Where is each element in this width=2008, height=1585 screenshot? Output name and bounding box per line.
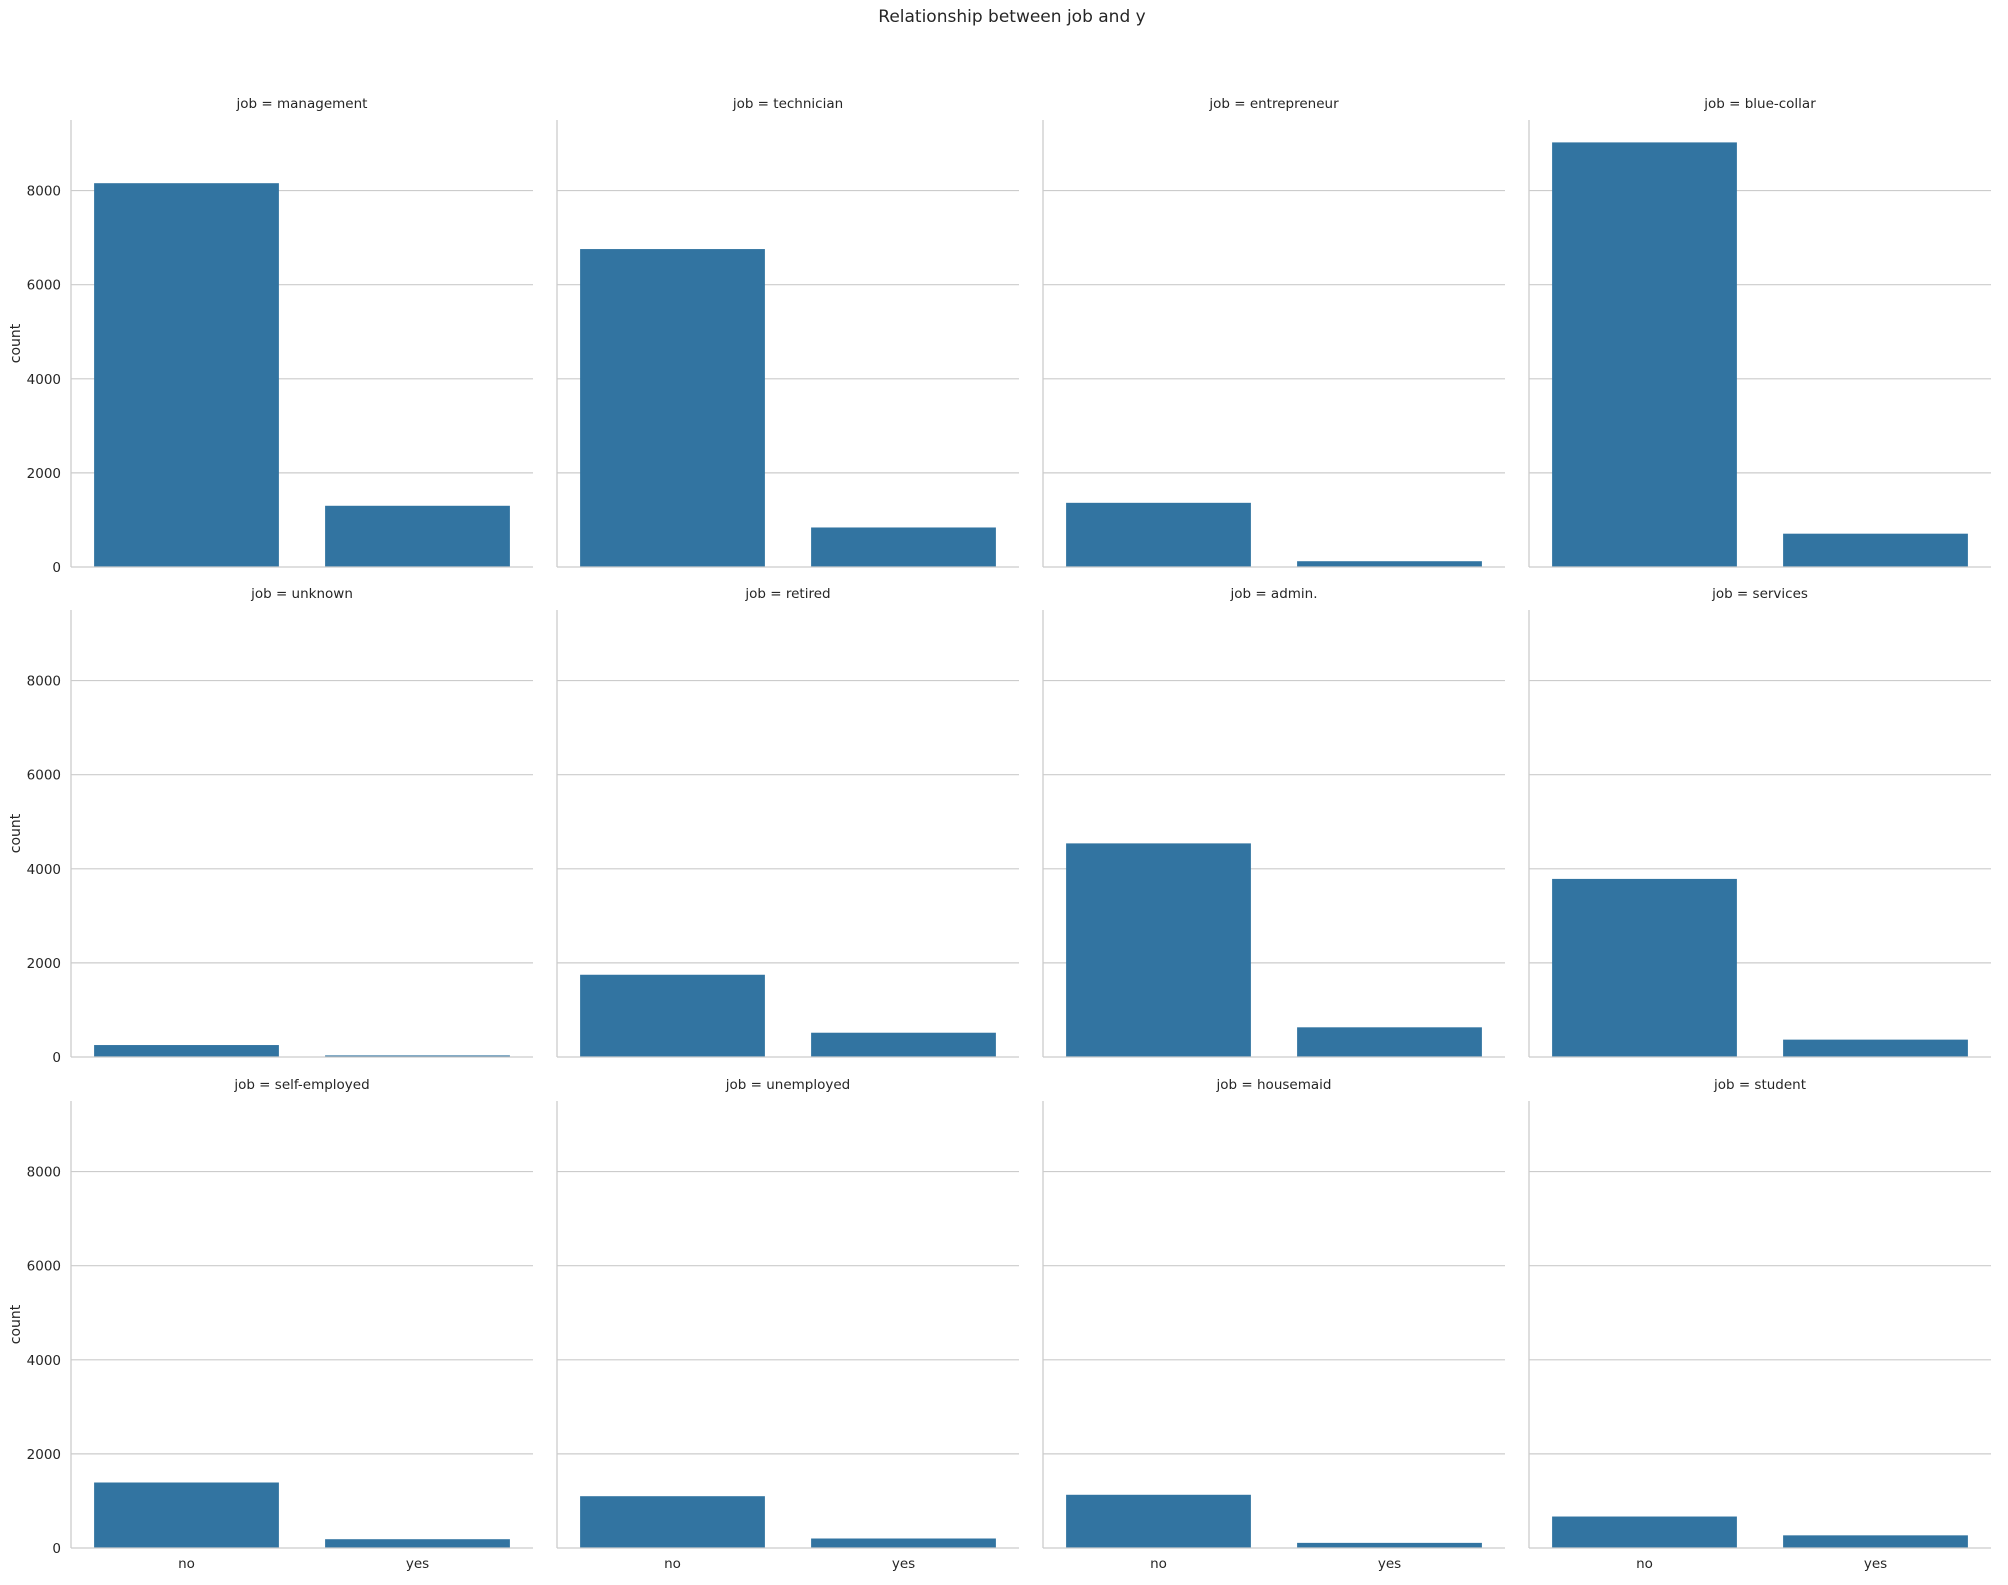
bar-yes bbox=[325, 1055, 510, 1057]
bar-no bbox=[1066, 843, 1251, 1057]
y-tick-label: 0 bbox=[52, 1050, 61, 1066]
y-tick-label: 6000 bbox=[27, 768, 61, 784]
bar-no bbox=[1066, 502, 1251, 567]
bar-yes bbox=[811, 1032, 996, 1057]
x-axis-label: y bbox=[1270, 1576, 1278, 1580]
x-axis-label: y bbox=[298, 1576, 306, 1580]
y-axis-label: count bbox=[8, 1304, 24, 1344]
bar-no bbox=[580, 974, 765, 1057]
bar-no bbox=[580, 249, 765, 567]
bar-yes bbox=[1783, 1039, 1968, 1057]
y-tick-label: 6000 bbox=[27, 1259, 61, 1275]
facet-panel: job = self-employed 0 2000 4000 6000 8000 coun… bbox=[8, 1077, 533, 1585]
facet-panel: job = entrepreneur bbox=[1042, 96, 1505, 568]
facet-panel: job = unemployed no yes y bbox=[556, 1077, 1019, 1585]
y-tick-label: 4000 bbox=[27, 862, 61, 878]
facet-title: job = unemployed bbox=[725, 1077, 851, 1093]
facet-title: job = management bbox=[236, 96, 368, 112]
bar-yes bbox=[325, 1539, 510, 1548]
bar-yes bbox=[1297, 1027, 1482, 1057]
y-tick-label: 4000 bbox=[27, 1353, 61, 1369]
y-tick-label: 0 bbox=[52, 560, 61, 576]
bar-no bbox=[94, 1045, 279, 1057]
y-tick-label: 6000 bbox=[27, 278, 61, 294]
bar-yes bbox=[811, 1538, 996, 1548]
y-axis-label: count bbox=[8, 323, 24, 363]
facet-panel: job = student no yes y bbox=[1528, 1077, 1991, 1585]
facet-title: job = student bbox=[1713, 1077, 1806, 1093]
bar-yes bbox=[811, 527, 996, 567]
bar-no bbox=[1066, 1494, 1251, 1548]
facet-title: job = blue-collar bbox=[1703, 96, 1816, 112]
facet-title: job = unknown bbox=[250, 586, 353, 602]
x-tick-label: no bbox=[664, 1556, 681, 1572]
facet-title: job = housemaid bbox=[1216, 1077, 1332, 1093]
x-axis-label: y bbox=[1756, 1576, 1764, 1580]
bar-no bbox=[94, 183, 279, 567]
bar-no bbox=[1552, 142, 1737, 568]
y-tick-label: 4000 bbox=[27, 372, 61, 388]
bar-no bbox=[94, 1482, 279, 1548]
bar-yes bbox=[1783, 533, 1968, 567]
y-tick-label: 2000 bbox=[27, 1447, 61, 1463]
facet-title: job = services bbox=[1711, 586, 1808, 602]
bar-yes bbox=[1297, 561, 1482, 567]
y-tick-label: 8000 bbox=[27, 184, 61, 200]
facet-title: job = self-employed bbox=[233, 1077, 369, 1093]
x-tick-label: yes bbox=[406, 1556, 429, 1572]
x-tick-label: yes bbox=[1864, 1556, 1887, 1572]
facet-panel: job = housemaid no yes y bbox=[1042, 1077, 1505, 1585]
y-tick-label: 2000 bbox=[27, 956, 61, 972]
x-tick-label: no bbox=[1150, 1556, 1167, 1572]
x-tick-label: yes bbox=[892, 1556, 915, 1572]
x-tick-label: yes bbox=[1378, 1556, 1401, 1572]
bar-yes bbox=[1783, 1535, 1968, 1548]
facet-panel: job = retired bbox=[556, 586, 1019, 1058]
x-tick-label: no bbox=[1636, 1556, 1653, 1572]
bar-no bbox=[1552, 1516, 1737, 1548]
facet-title: job = retired bbox=[744, 586, 830, 602]
facet-panel: job = unknown 0 2000 4000 6000 8000 count bbox=[8, 586, 533, 1066]
bar-yes bbox=[1297, 1542, 1482, 1548]
facet-title: job = admin. bbox=[1229, 586, 1317, 602]
bar-no bbox=[1552, 878, 1737, 1057]
y-tick-label: 8000 bbox=[27, 1165, 61, 1181]
y-tick-label: 2000 bbox=[27, 466, 61, 482]
facet-panel: job = management 0 2000 4000 6000 8000 count bbox=[8, 96, 533, 576]
y-axis-label: count bbox=[8, 813, 24, 853]
y-tick-label: 0 bbox=[52, 1541, 61, 1557]
y-tick-label: 8000 bbox=[27, 674, 61, 690]
facet-panel: job = blue-collar bbox=[1528, 96, 1991, 568]
facet-panel: job = services bbox=[1528, 586, 1991, 1058]
facet-title: job = technician bbox=[732, 96, 843, 112]
bar-yes bbox=[325, 505, 510, 567]
chart-title: Relationship between job and y bbox=[878, 7, 1145, 27]
facet-panel: job = technician bbox=[556, 96, 1019, 568]
facet-panel: job = admin. bbox=[1042, 586, 1505, 1058]
bar-no bbox=[580, 1496, 765, 1548]
x-axis-label: y bbox=[784, 1576, 792, 1580]
facet-title: job = entrepreneur bbox=[1208, 96, 1339, 112]
x-tick-label: no bbox=[178, 1556, 195, 1572]
